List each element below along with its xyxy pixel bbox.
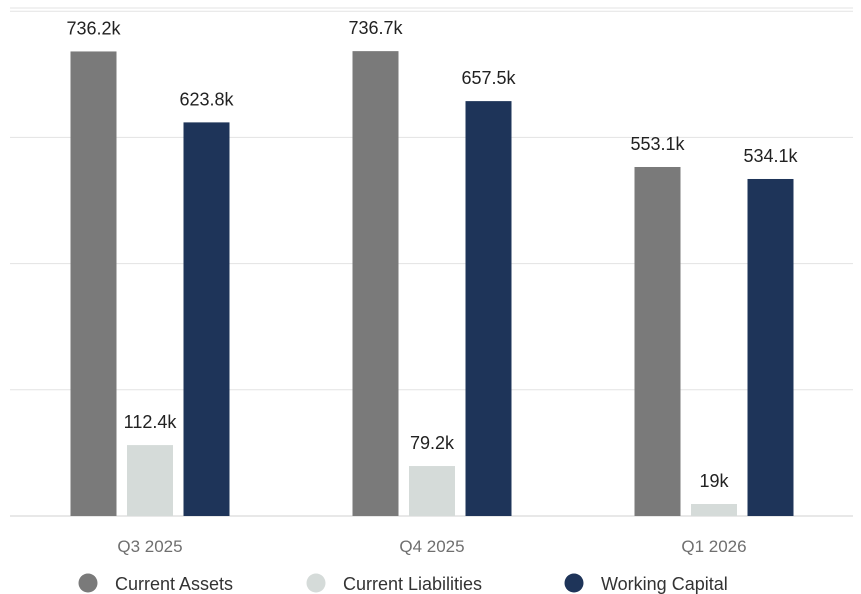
bar — [70, 51, 117, 517]
data-label: 112.4k — [124, 412, 178, 432]
legend-swatch — [564, 573, 584, 593]
bar — [183, 122, 230, 516]
bar — [634, 166, 681, 516]
data-label: 79.2k — [410, 433, 455, 453]
data-label: 736.7k — [348, 18, 403, 38]
legend-label: Current Assets — [115, 574, 233, 594]
x-tick-label: Q3 2025 — [117, 537, 182, 556]
x-tick-label: Q4 2025 — [399, 537, 464, 556]
bars — [70, 51, 794, 517]
data-label: 19k — [699, 471, 729, 491]
data-label: 657.5k — [461, 68, 516, 88]
bar — [409, 466, 455, 516]
bar — [127, 445, 173, 516]
legend: Current Assets Current Liabilities Working… — [78, 573, 728, 594]
legend-label: Current Liabilities — [343, 574, 482, 594]
legend-swatch — [78, 573, 98, 593]
bar — [465, 101, 512, 517]
data-labels: 736.2k 112.4k 623.8k 736.7k 79.2k 657.5k 553.1… — [66, 18, 798, 491]
legend-label: Working Capital — [601, 574, 728, 594]
legend-swatch — [306, 573, 326, 593]
bar — [352, 51, 399, 516]
bar — [747, 178, 794, 516]
data-label: 736.2k — [66, 18, 121, 38]
data-label: 623.8k — [179, 89, 234, 109]
x-axis-ticks: Q3 2025 Q4 2025 Q1 2026 — [117, 537, 746, 556]
bar — [691, 504, 737, 516]
data-label: 553.1k — [630, 134, 685, 154]
data-label: 534.1k — [743, 146, 798, 166]
x-tick-label: Q1 2026 — [681, 537, 746, 556]
